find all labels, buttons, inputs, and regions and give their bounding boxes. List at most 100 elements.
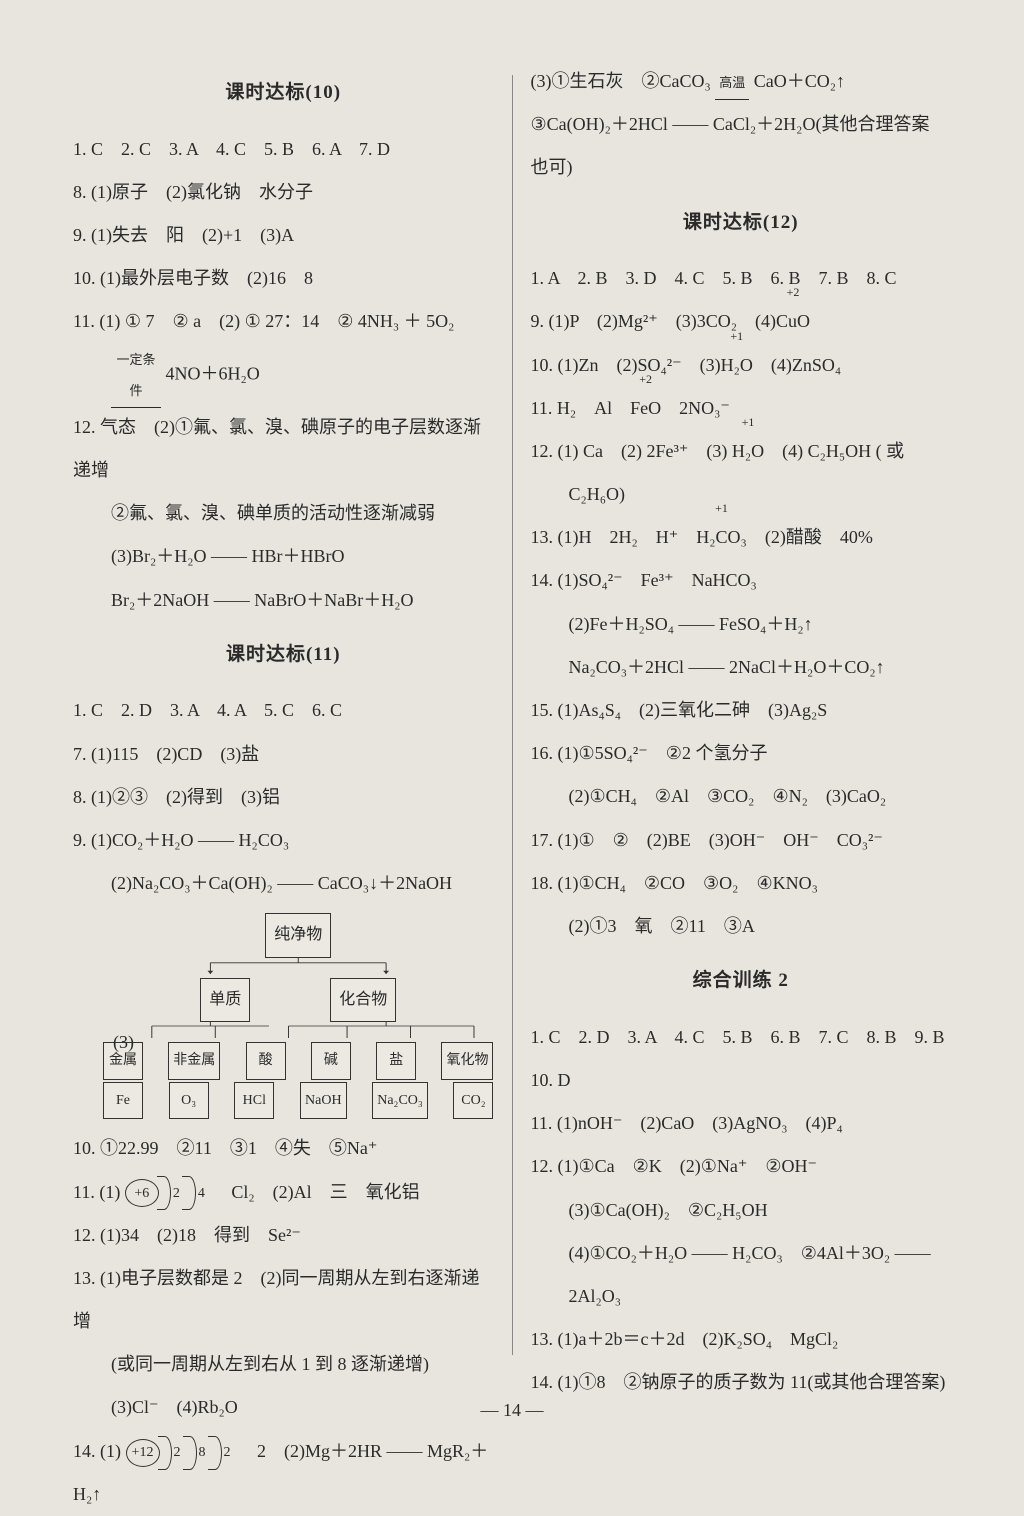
answer-line: 17. (1)① ② (2)BE (3)OH⁻ OH⁻ CO₃²⁻ [531,819,952,862]
answer-line: 15. (1)As₄S₄ (2)三氧化二砷 (3)Ag₂S [531,689,952,732]
answer-line: 1. A 2. B 3. D 4. C 5. B 6. B 7. B 8. C [531,257,952,300]
reaction-condition: 一定条件 [111,344,161,406]
answer-line: 9. (1)失去 阳 (2)+1 (3)A [73,214,494,257]
answer-line: (2)①CH₄ ②Al ③CO₂ ④N₂ (3)CaO₂ [531,775,952,818]
answer-line: 13. (1)a＋2b＝c＋2d (2)K₂SO₄ MgCl₂ [531,1318,952,1361]
answer-line: (3)①生石灰 ②CaCO₃ 高温 CaO＋CO₂↑ [531,60,952,103]
answer-line: 16. (1)①5SO₄²⁻ ②2 个氢分子 [531,732,952,775]
text: 13. (1)H 2H₂ H⁺ [531,527,697,547]
page: 课时达标(10) 1. C 2. C 3. A 4. C 5. B 6. A 7… [55,60,969,1406]
reaction-rhs: 4NO＋6H₂O [166,363,260,383]
section-title-11: 课时达标(11) [73,632,494,678]
atom-structure-icon: +6 2 4 [125,1176,209,1210]
answer-line: 12. 气态 (2)①氟、氯、溴、碘原子的电子层数逐渐递增 [73,406,494,492]
shell-count: 8 [199,1436,206,1470]
answer-line: (3)Br₂＋H₂O —— HBr＋HBrO [73,535,494,578]
answer-line: 11. (1) +6 2 4 Cl₂ (2)Al 三 氧化铝 [73,1171,494,1214]
answer-line: 12. (1)①Ca ②K (2)①Na⁺ ②OH⁻ [531,1145,952,1188]
classification-tree: (3) 纯净物 单质 化合物 金属 非金属 酸 [73,913,494,1119]
answer-line: 13. (1)H 2H₂ H⁺ +1H₂CO₃ (2)醋酸 40% [531,516,952,559]
answer-line: 9. (1)CO₂＋H₂O —— H₂CO₃ [73,819,494,862]
answer-line: (或同一周期从左到右从 1 到 8 逐渐递增) [73,1343,494,1386]
atom-structure-icon: +12 2 8 2 [126,1436,235,1470]
text: 11. H₂ Al [531,398,631,418]
tree-node: 氧化物 [441,1042,493,1080]
electron-shell [158,1436,172,1470]
text: (3)①生石灰 ②CaCO₃ [531,71,711,91]
electron-shell [182,1176,196,1210]
answer-line: (4)①CO₂＋H₂O —— H₂CO₃ ②4Al＋3O₂ —— 2Al₂O₃ [531,1232,952,1318]
shell-count: 4 [198,1177,205,1211]
shell-count: 2 [173,1177,180,1211]
answer-line: 7. (1)115 (2)CD (3)盐 [73,733,494,776]
text: 14. (1) [73,1441,121,1461]
right-column: (3)①生石灰 ②CaCO₃ 高温 CaO＋CO₂↑ ③Ca(OH)₂＋2HCl… [513,60,970,1406]
tree-node: 纯净物 [265,913,331,957]
answer-line: 1. C 2. D 3. A 4. A 5. C 6. C [73,689,494,732]
answer-line: 14. (1)SO₄²⁻ Fe³⁺ NaHCO₃ [531,559,952,602]
answer-line: 10. ①22.99 ②11 ③1 ④失 ⑤Na⁺ [73,1127,494,1170]
electron-shell [208,1436,222,1470]
text: (2)醋酸 40% [747,527,873,547]
answer-line: 11. (1) ① 7 ② a (2) ① 27：14 ② 4NH₃ ＋ 5O₂ [73,300,494,343]
text: CaO＋CO₂↑ [754,71,845,91]
section-title-12: 课时达标(12) [531,200,952,246]
answer-line: 14. (1) +12 2 8 2 2 (2)Mg＋2HR —— MgR₂＋H₂… [73,1430,494,1516]
answer-line: 11. (1)nOH⁻ (2)CaO (3)AgNO₃ (4)P₄ [531,1102,952,1145]
answer-line: 10. (1)Zn (2)SO₄²⁻ (3)+1H₂O (4)ZnSO₄ [531,344,952,387]
answer-line: 一定条件 4NO＋6H₂O [73,344,494,406]
tree-node: 盐 [376,1042,416,1080]
tree-node: CO₂ [453,1082,493,1120]
text: (4) C₂H₅OH ( 或 [764,441,904,461]
tree-node: Na₂CO₃ [372,1082,428,1120]
section-title-10: 课时达标(10) [73,70,494,116]
answer-line: Br₂＋2NaOH —— NaBrO＋NaBr＋H₂O [73,579,494,622]
tree-node: 酸 [246,1042,286,1080]
text: (4)ZnSO₄ [753,355,841,375]
answer-line: 1. C 2. C 3. A 4. C 5. B 6. A 7. D [73,128,494,171]
answer-line: 8. (1)原子 (2)氯化钠 水分子 [73,171,494,214]
section-title-zh2: 综合训练 2 [531,958,952,1004]
answer-line: 12. (1)34 (2)18 得到 Se²⁻ [73,1214,494,1257]
tree-node: HCl [234,1082,274,1120]
tree-node: NaOH [300,1082,347,1120]
answer-line: 14. (1)①8 ②钠原子的质子数为 11(或其他合理答案) [531,1361,952,1404]
answer-line: 12. (1) Ca (2) 2Fe³⁺ (3) +1H₂O (4) C₂H₅O… [531,430,952,473]
answer-line: 也可) [531,146,952,189]
oxidation-state: +2FeO [630,387,661,430]
nucleus: +6 [125,1179,159,1207]
reaction-condition: 高温 [715,67,749,98]
text: Cl₂ (2)Al 三 氧化铝 [213,1182,419,1202]
shell-count: 2 [174,1436,181,1470]
tree-node: 碱 [311,1042,351,1080]
answer-line: (2)Na₂CO₃＋Ca(OH)₂ —— CaCO₃↓＋2NaOH [73,862,494,905]
text: 12. (1) Ca (2) 2Fe³⁺ (3) [531,441,732,461]
electron-shell [157,1176,171,1210]
answer-line: 18. (1)①CH₄ ②CO ③O₂ ④KNO₃ [531,862,952,905]
answer-line: Na₂CO₃＋2HCl —— 2NaCl＋H₂O＋CO₂↑ [531,646,952,689]
tree-node: 化合物 [330,978,396,1022]
answer-line: ③Ca(OH)₂＋2HCl —— CaCl₂＋2H₂O(其他合理答案 [531,103,952,146]
text: 10. (1)Zn (2)SO₄²⁻ (3) [531,355,721,375]
oxidation-state: +1H₂O [732,430,764,473]
electron-shell [183,1436,197,1470]
answer-line: (2)①3 氧 ②11 ③A [531,905,952,948]
tree-node: 非金属 [168,1042,220,1080]
answer-line: 10. (1)最外层电子数 (2)16 8 [73,257,494,300]
oxidation-state: +1H₂CO₃ [696,516,747,559]
tree-node: 单质 [200,978,250,1022]
text: 2NO₃⁻ [661,398,730,418]
answer-line: ②氟、氯、溴、碘单质的活动性逐渐减弱 [73,492,494,535]
page-number: — 14 — [0,1400,1024,1421]
oxidation-state: +1H₂O [721,344,753,387]
text: 11. (1) [73,1182,120,1202]
answer-line: 1. C 2. D 3. A 4. C 5. B 6. B 7. C 8. B … [531,1016,952,1059]
answer-line: 8. (1)②③ (2)得到 (3)铝 [73,776,494,819]
answer-line: (2)Fe＋H₂SO₄ —— FeSO₄＋H₂↑ [531,603,952,646]
left-column: 课时达标(10) 1. C 2. C 3. A 4. C 5. B 6. A 7… [55,60,512,1406]
tree-node: O₃ [169,1082,209,1120]
tree-node: Fe [103,1082,143,1120]
nucleus: +12 [126,1439,160,1467]
answer-line: 10. D [531,1059,952,1102]
answer-line: (3)①Ca(OH)₂ ②C₂H₅OH [531,1189,952,1232]
